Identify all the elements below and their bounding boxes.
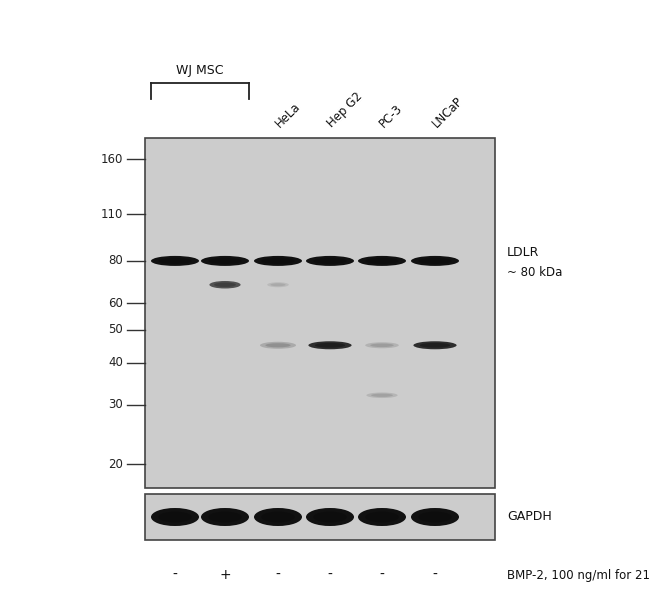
Ellipse shape — [151, 256, 199, 266]
Ellipse shape — [308, 341, 352, 350]
Bar — [145, 138, 495, 488]
Text: 30: 30 — [109, 398, 123, 411]
Text: -: - — [172, 568, 177, 582]
Text: PC-3: PC-3 — [377, 102, 405, 130]
Ellipse shape — [254, 256, 302, 266]
Ellipse shape — [158, 512, 192, 522]
Ellipse shape — [261, 258, 295, 264]
Text: HeLa: HeLa — [273, 100, 303, 130]
Text: +: + — [219, 568, 231, 582]
Text: -: - — [380, 568, 384, 582]
Ellipse shape — [270, 283, 285, 286]
Text: 40: 40 — [108, 356, 123, 369]
Ellipse shape — [413, 341, 456, 350]
Text: Hep G2: Hep G2 — [325, 90, 365, 130]
Ellipse shape — [158, 258, 192, 264]
Ellipse shape — [367, 392, 398, 398]
Ellipse shape — [418, 512, 452, 522]
Ellipse shape — [365, 512, 399, 522]
Ellipse shape — [313, 258, 347, 264]
Ellipse shape — [151, 508, 199, 526]
Ellipse shape — [313, 512, 347, 522]
Ellipse shape — [411, 508, 459, 526]
Text: LDLR: LDLR — [507, 246, 540, 259]
Ellipse shape — [208, 512, 242, 522]
Text: -: - — [328, 568, 332, 582]
Ellipse shape — [214, 282, 236, 287]
Ellipse shape — [261, 512, 295, 522]
Ellipse shape — [365, 342, 399, 348]
Ellipse shape — [418, 258, 452, 264]
Ellipse shape — [358, 256, 406, 266]
Ellipse shape — [358, 508, 406, 526]
Ellipse shape — [370, 343, 394, 347]
Text: GAPDH: GAPDH — [507, 511, 552, 523]
Text: BMP-2, 100 ng/ml for 21 days: BMP-2, 100 ng/ml for 21 days — [507, 569, 650, 581]
Ellipse shape — [411, 256, 459, 266]
Bar — [145, 494, 495, 540]
Text: 20: 20 — [108, 458, 123, 471]
Ellipse shape — [209, 281, 240, 289]
Ellipse shape — [306, 256, 354, 266]
Text: -: - — [276, 568, 280, 582]
Text: WJ MSC: WJ MSC — [176, 64, 224, 77]
Ellipse shape — [306, 508, 354, 526]
Ellipse shape — [260, 342, 296, 349]
Ellipse shape — [315, 343, 345, 348]
Text: -: - — [432, 568, 437, 582]
Text: 160: 160 — [101, 152, 123, 166]
Ellipse shape — [265, 343, 291, 347]
Ellipse shape — [365, 258, 399, 264]
Ellipse shape — [201, 256, 249, 266]
Ellipse shape — [254, 508, 302, 526]
Text: 50: 50 — [109, 323, 123, 336]
Text: ~ 80 kDa: ~ 80 kDa — [507, 267, 562, 279]
Ellipse shape — [201, 508, 249, 526]
Ellipse shape — [208, 258, 242, 264]
Text: LNCaP: LNCaP — [430, 94, 465, 130]
Ellipse shape — [267, 282, 289, 287]
Ellipse shape — [371, 393, 393, 397]
Text: 110: 110 — [101, 208, 123, 221]
Ellipse shape — [420, 343, 450, 348]
Text: 80: 80 — [109, 254, 123, 267]
Text: 60: 60 — [108, 296, 123, 310]
